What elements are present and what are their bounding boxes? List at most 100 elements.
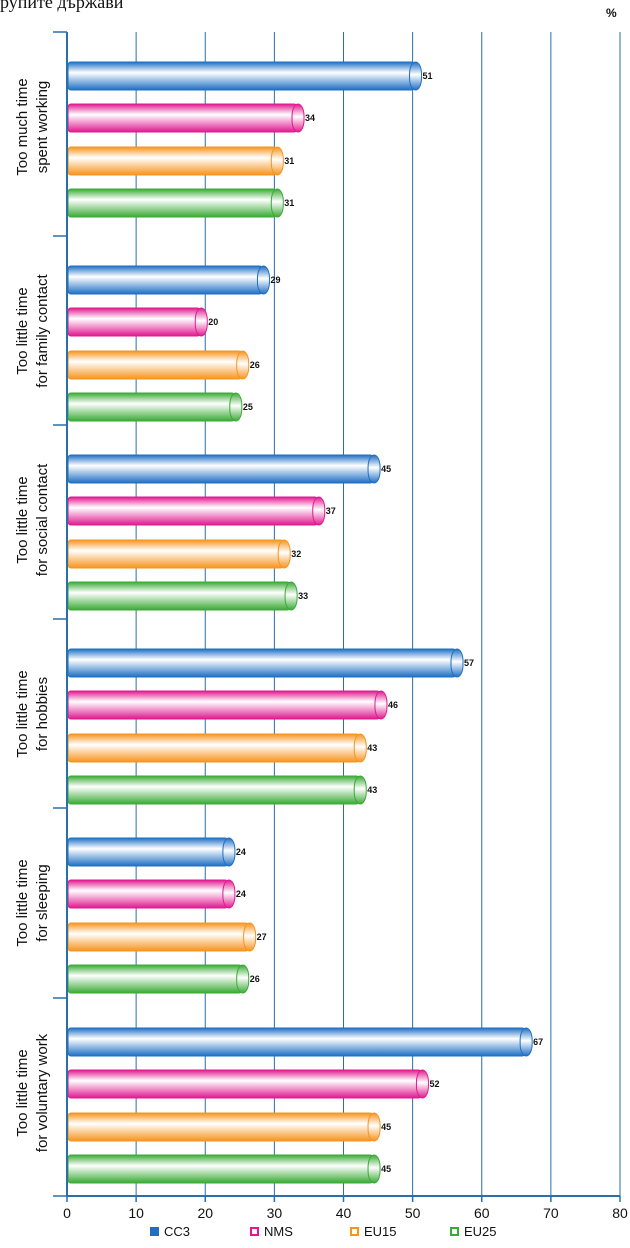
bar-eu15-0: 31 [67, 146, 294, 176]
category-label-line: for voluntary work [34, 1033, 51, 1152]
bar-value-label: 24 [236, 847, 246, 857]
bar-body [67, 61, 416, 91]
legend-item-eu25: EU25 [450, 1224, 497, 1239]
grid-layer [135, 32, 621, 1196]
bar-nms-5: 52 [67, 1069, 439, 1099]
category-label-line: for sleeping [34, 864, 51, 942]
bar-eu25-1: 25 [67, 392, 253, 422]
legend-label: EU15 [364, 1224, 397, 1239]
bar-nms-3: 46 [67, 690, 398, 720]
bar-eu15-5: 45 [67, 1112, 391, 1142]
bar-eu25-4: 26 [67, 964, 260, 994]
x-tick-label: 50 [405, 1205, 421, 1221]
bar-eu25-5: 45 [67, 1154, 391, 1184]
bar-nms-1: 20 [67, 307, 218, 337]
category-label-line: Too little time [14, 859, 31, 947]
bar-value-label: 45 [381, 1164, 391, 1174]
bar-value-label: 25 [243, 402, 253, 412]
bar-value-label: 32 [291, 549, 301, 559]
bar-body [67, 1069, 422, 1099]
bar-cap [353, 775, 367, 805]
x-tick-label: 20 [197, 1205, 213, 1221]
bar-value-label: 57 [464, 658, 474, 668]
bar-eu15-2: 32 [67, 539, 301, 569]
bar-value-label: 31 [284, 156, 294, 166]
bar-cc3-0: 51 [67, 61, 433, 91]
bar-cap [270, 188, 284, 218]
bar-value-label: 34 [305, 113, 315, 123]
x-tick-label: 30 [267, 1205, 283, 1221]
legend-swatch [250, 1227, 259, 1236]
bar-cap [312, 496, 326, 526]
bar-nms-2: 37 [67, 496, 336, 526]
bar-value-label: 26 [250, 974, 260, 984]
bar-cap [236, 350, 250, 380]
bar-body [67, 922, 250, 952]
bar-cap [236, 964, 250, 994]
bar-value-label: 51 [423, 71, 433, 81]
bars-layer: 51 29 45 57 24 67 34 20 37 46 24 52 31 26 32 43 27 45 31 25… [67, 61, 543, 1184]
bar-body [67, 690, 381, 720]
bar-value-label: 46 [388, 700, 398, 710]
bar-value-label: 26 [250, 360, 260, 370]
x-tick-label: 60 [474, 1205, 490, 1221]
x-tick-label: 80 [612, 1205, 628, 1221]
bar-nms-0: 34 [67, 103, 315, 133]
axis-layer: 0 10 20 30 40 50 60 70 80 Too much time spent work… [14, 31, 628, 1221]
legend-swatch [450, 1227, 459, 1236]
bar-value-label: 24 [236, 889, 246, 899]
bar-cap [450, 648, 464, 678]
bar-value-label: 43 [367, 785, 377, 795]
category-label: Too little time for social contact [14, 463, 51, 576]
bar-cc3-4: 24 [67, 837, 246, 867]
category-label: Too little time for sleeping [14, 859, 51, 947]
bar-cc3-5: 67 [67, 1027, 543, 1057]
bar-value-label: 33 [298, 591, 308, 601]
bar-cap [353, 733, 367, 763]
bar-body [67, 539, 284, 569]
bar-body [67, 1112, 374, 1142]
bar-value-label: 29 [270, 275, 280, 285]
legend-item-nms: NMS [250, 1224, 293, 1239]
legend-swatch [150, 1227, 159, 1236]
bar-cap [367, 1112, 381, 1142]
bar-cap [374, 690, 388, 720]
bar-body [67, 103, 298, 133]
bar-body [67, 265, 263, 295]
bar-cap [415, 1069, 429, 1099]
bar-eu25-0: 31 [67, 188, 294, 218]
bar-cap [519, 1027, 533, 1057]
legend-label: EU25 [464, 1224, 497, 1239]
bar-value-label: 31 [284, 198, 294, 208]
bar-cc3-3: 57 [67, 648, 474, 678]
category-label-line: Too little time [14, 670, 31, 758]
bar-cap [270, 146, 284, 176]
bar-cap [277, 539, 291, 569]
bar-value-label: 45 [381, 464, 391, 474]
bar-cap [256, 265, 270, 295]
bar-value-label: 27 [257, 932, 267, 942]
bar-body [67, 581, 291, 611]
category-label: Too little time for voluntary work [14, 1033, 51, 1152]
legend-swatch [350, 1227, 359, 1236]
bar-cap [222, 837, 236, 867]
bar-value-label: 67 [533, 1037, 543, 1047]
bar-eu15-3: 43 [67, 733, 377, 763]
bar-body [67, 188, 277, 218]
x-tick-label: 70 [543, 1205, 559, 1221]
bar-cap [194, 307, 208, 337]
x-tick-label: 0 [63, 1205, 71, 1221]
bar-eu25-3: 43 [67, 775, 377, 805]
bar-body [67, 146, 277, 176]
bar-body [67, 837, 229, 867]
bar-cap [243, 922, 257, 952]
page-title-fragment: рупите държави [0, 0, 124, 12]
bar-value-label: 52 [429, 1079, 439, 1089]
bar-value-label: 20 [208, 317, 218, 327]
bar-body [67, 1154, 374, 1184]
bar-body [67, 964, 243, 994]
legend-label: CC3 [164, 1224, 191, 1239]
bar-body [67, 496, 319, 526]
category-label-line: spent working [34, 81, 51, 174]
